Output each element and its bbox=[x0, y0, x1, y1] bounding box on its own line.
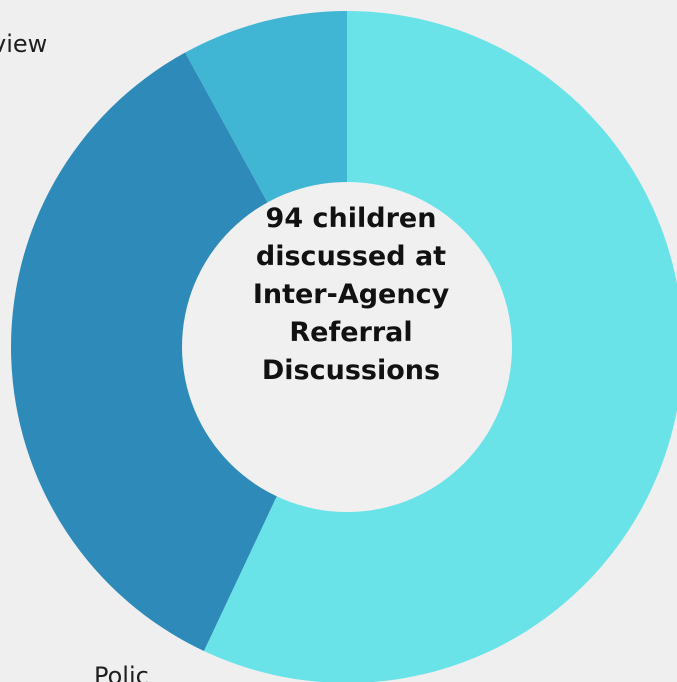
center-caption-line: discussed at bbox=[255, 241, 447, 272]
center-caption-line: Discussions bbox=[261, 355, 441, 386]
slice-label-police: Polic bbox=[94, 662, 149, 682]
center-caption-line: Inter-Agency bbox=[252, 279, 450, 310]
slice-label-review: view bbox=[0, 30, 48, 58]
donut-hole bbox=[182, 182, 512, 512]
center-caption: 94 children discussed at Inter-Agency Re… bbox=[196, 200, 506, 390]
center-caption-line: Referral bbox=[289, 317, 413, 348]
center-caption-line: 94 children bbox=[265, 203, 437, 234]
slice-review bbox=[11, 52, 348, 652]
